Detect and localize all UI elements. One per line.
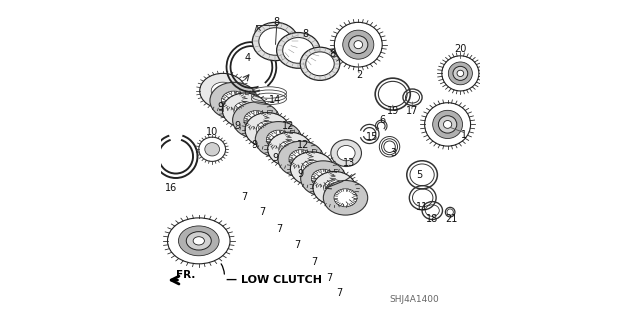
Text: 8: 8: [303, 29, 308, 40]
Text: 13: 13: [342, 158, 355, 168]
Ellipse shape: [210, 82, 258, 119]
Text: 9: 9: [218, 102, 223, 112]
Ellipse shape: [291, 152, 333, 185]
Ellipse shape: [453, 66, 468, 80]
Ellipse shape: [268, 132, 312, 166]
Ellipse shape: [232, 102, 280, 138]
Text: 7: 7: [337, 288, 343, 299]
Text: 14: 14: [269, 95, 282, 106]
Ellipse shape: [354, 41, 363, 49]
Ellipse shape: [259, 28, 292, 55]
Ellipse shape: [211, 82, 234, 100]
Text: 19: 19: [387, 106, 399, 116]
Text: 12: 12: [282, 121, 294, 131]
Text: 11: 11: [416, 202, 428, 212]
Text: 6: 6: [379, 115, 385, 125]
Ellipse shape: [221, 91, 246, 110]
Ellipse shape: [300, 47, 340, 80]
Text: 20: 20: [454, 44, 467, 55]
Text: 15: 15: [365, 132, 378, 142]
Text: 7: 7: [241, 192, 247, 202]
Ellipse shape: [234, 102, 257, 119]
Text: 7: 7: [276, 224, 282, 234]
Ellipse shape: [205, 143, 220, 156]
Ellipse shape: [245, 113, 290, 147]
Ellipse shape: [252, 22, 298, 61]
Ellipse shape: [313, 172, 356, 205]
Ellipse shape: [186, 232, 211, 250]
Ellipse shape: [444, 121, 452, 128]
Text: — LOW CLUTCH: — LOW CLUTCH: [226, 275, 322, 285]
Ellipse shape: [457, 70, 464, 77]
Ellipse shape: [179, 226, 219, 256]
Ellipse shape: [324, 180, 345, 197]
Ellipse shape: [289, 150, 313, 168]
Ellipse shape: [349, 36, 368, 54]
Ellipse shape: [306, 52, 334, 76]
Text: 9: 9: [272, 153, 278, 163]
Ellipse shape: [278, 141, 301, 158]
Text: 16: 16: [164, 183, 177, 193]
Ellipse shape: [337, 145, 355, 161]
Ellipse shape: [449, 62, 472, 85]
Text: 7: 7: [326, 272, 332, 283]
Ellipse shape: [266, 130, 291, 149]
Ellipse shape: [244, 111, 268, 130]
Ellipse shape: [323, 181, 368, 215]
Text: 8: 8: [330, 48, 336, 59]
Text: 17: 17: [406, 106, 418, 116]
Ellipse shape: [256, 121, 278, 138]
Text: 7: 7: [294, 240, 300, 250]
Ellipse shape: [283, 38, 314, 63]
Text: 3: 3: [390, 148, 396, 158]
Text: 5: 5: [417, 170, 422, 180]
Ellipse shape: [301, 161, 346, 196]
Ellipse shape: [278, 141, 324, 177]
Text: 7: 7: [311, 256, 317, 267]
Ellipse shape: [312, 169, 335, 188]
Text: 9: 9: [252, 140, 258, 150]
Text: 2: 2: [356, 70, 362, 80]
Text: 21: 21: [445, 214, 458, 225]
Ellipse shape: [223, 93, 268, 128]
Ellipse shape: [438, 116, 457, 133]
Ellipse shape: [433, 110, 463, 138]
Ellipse shape: [200, 73, 246, 108]
Text: 9: 9: [298, 169, 304, 179]
Text: 10: 10: [206, 127, 218, 137]
Text: FR.: FR.: [176, 270, 195, 280]
Ellipse shape: [276, 33, 320, 68]
Ellipse shape: [331, 140, 362, 167]
Text: 18: 18: [426, 214, 438, 225]
Ellipse shape: [343, 30, 374, 59]
Text: 4: 4: [244, 53, 250, 63]
Ellipse shape: [301, 160, 323, 177]
Text: SHJ4A1400: SHJ4A1400: [390, 295, 439, 304]
Ellipse shape: [334, 189, 357, 207]
Text: 12: 12: [297, 140, 310, 150]
Ellipse shape: [255, 122, 302, 157]
Text: 7: 7: [259, 207, 265, 217]
Ellipse shape: [193, 237, 204, 245]
Text: 8: 8: [273, 17, 279, 27]
Text: 9: 9: [234, 121, 240, 131]
Text: 1: 1: [461, 130, 467, 140]
